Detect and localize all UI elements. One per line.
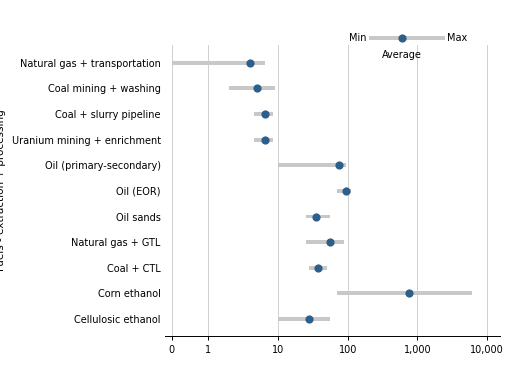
Point bbox=[261, 111, 269, 117]
Y-axis label: Fuels - extraction + processing: Fuels - extraction + processing bbox=[0, 109, 6, 271]
Point bbox=[342, 188, 350, 194]
Point bbox=[261, 137, 269, 142]
Bar bbox=[254, 112, 273, 116]
Point bbox=[312, 213, 320, 219]
Point bbox=[398, 35, 406, 41]
Bar bbox=[254, 138, 273, 141]
Point bbox=[325, 239, 334, 245]
Text: Max: Max bbox=[448, 33, 468, 43]
Bar bbox=[278, 163, 346, 167]
Bar bbox=[337, 291, 472, 295]
Bar bbox=[305, 214, 330, 219]
Point bbox=[314, 265, 322, 271]
Bar bbox=[305, 240, 345, 244]
Bar bbox=[309, 266, 327, 270]
Point bbox=[335, 162, 343, 168]
Text: Average: Average bbox=[382, 50, 422, 60]
Point bbox=[405, 291, 413, 297]
Bar bbox=[369, 37, 445, 40]
Point bbox=[246, 60, 254, 66]
Bar bbox=[229, 87, 274, 90]
Point bbox=[253, 85, 261, 91]
Bar bbox=[171, 61, 265, 65]
Bar bbox=[278, 317, 330, 321]
Bar bbox=[337, 189, 351, 193]
Point bbox=[305, 316, 313, 322]
Text: Min: Min bbox=[349, 33, 367, 43]
